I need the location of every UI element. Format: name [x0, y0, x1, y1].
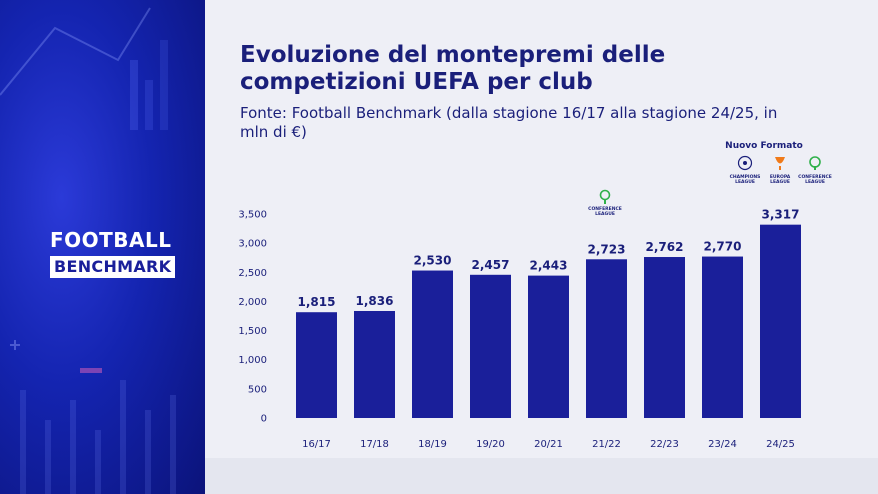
y-tick-label: 0: [261, 414, 267, 425]
y-axis: 0 500 1,000 1,500 2,000 2,500 3,000 3,500: [238, 210, 267, 425]
bar: [354, 310, 395, 418]
new-format-note: Nuovo Formato: [725, 141, 803, 151]
x-tick-label: 18/19: [418, 439, 447, 450]
brand-sidebar: FOOTBALL BENCHMARK: [0, 0, 205, 494]
conference-league-trophy-icon: [809, 156, 821, 168]
bar: [296, 312, 337, 418]
panel-footer-band: [205, 458, 878, 494]
brand-name-line1: FOOTBALL: [50, 228, 172, 252]
brand-name-line2: BENCHMARK: [50, 256, 176, 278]
bar-value-label: 2,762: [646, 240, 684, 254]
x-tick-label: 20/21: [534, 439, 563, 450]
bar-value-label: 2,723: [588, 242, 626, 256]
competition-logos-2425: CHAMPIONS LEAGUE EUROPA LEAGUE CONFERENC…: [730, 155, 832, 185]
conference-league-trophy-icon: [599, 189, 611, 201]
x-tick-label: 17/18: [360, 439, 389, 450]
conference-league-line2: LEAGUE: [805, 179, 825, 185]
bar-value-label: 3,317: [762, 208, 800, 222]
champions-league-line1: CHAMPIONS: [730, 174, 761, 180]
chart-title: Evoluzione del montepremi delle competiz…: [240, 42, 666, 95]
y-tick-label: 3,500: [238, 210, 267, 221]
stadium-background-graphic: [0, 7, 176, 494]
bar-value-label: 1,815: [298, 295, 336, 309]
conference-league-line1: CONFERENCE: [798, 174, 832, 180]
bar: [528, 275, 569, 418]
bar-value-label: 2,530: [414, 254, 452, 268]
bar: [412, 270, 453, 418]
bar: [702, 256, 743, 418]
y-tick-label: 1,500: [238, 326, 267, 337]
chart-panel: Evoluzione del montepremi delle competiz…: [205, 0, 878, 494]
y-tick-label: 500: [248, 384, 267, 395]
x-tick-label: 24/25: [766, 439, 795, 450]
europa-league-trophy-icon: [775, 157, 785, 164]
chart-subtitle: Fonte: Football Benchmark (dalla stagion…: [240, 104, 778, 141]
bar: [760, 224, 801, 418]
x-tick-label: 19/20: [476, 439, 505, 450]
y-tick-label: 1,000: [238, 355, 267, 366]
y-tick-label: 2,000: [238, 297, 267, 308]
conference-league-logo-2122: CONFERENCE LEAGUE: [588, 189, 622, 217]
bar-chart: 0 500 1,000 1,500 2,000 2,500 3,000 3,500 1,815…: [238, 141, 832, 450]
y-tick-label: 3,000: [238, 239, 267, 250]
bar-series: [296, 224, 801, 418]
x-tick-label: 16/17: [302, 439, 331, 450]
x-tick-label: 21/22: [592, 439, 621, 450]
conference-league-logo: CONFERENCE LEAGUE: [798, 156, 832, 185]
bar-value-label: 2,443: [530, 259, 568, 273]
bar-value-label: 2,770: [704, 240, 742, 254]
bar: [586, 259, 627, 418]
europa-league-line1: EUROPA: [770, 174, 791, 180]
europa-league-line2: LEAGUE: [770, 179, 790, 185]
brand-logo: FOOTBALL BENCHMARK: [50, 228, 176, 278]
logo-2122-line1: CONFERENCE: [588, 206, 622, 212]
champions-league-line2: LEAGUE: [735, 179, 755, 185]
champions-league-starball-icon: [737, 155, 753, 171]
europa-league-logo: EUROPA LEAGUE: [770, 157, 791, 185]
data-labels: 1,815 1,836 2,530 2,457 2,443 2,723 2,762 2,770…: [298, 208, 800, 310]
bar: [644, 257, 685, 418]
bar-value-label: 1,836: [356, 294, 394, 308]
logo-2122-line2: LEAGUE: [595, 211, 615, 217]
y-tick-label: 2,500: [238, 268, 267, 279]
x-axis: 16/17 17/18 18/19 19/20 20/21 21/22 22/23 23/24…: [302, 439, 795, 450]
bar-value-label: 2,457: [472, 258, 510, 272]
x-tick-label: 23/24: [708, 439, 737, 450]
bar: [470, 274, 511, 418]
champions-league-logo: CHAMPIONS LEAGUE: [730, 155, 761, 185]
x-tick-label: 22/23: [650, 439, 679, 450]
